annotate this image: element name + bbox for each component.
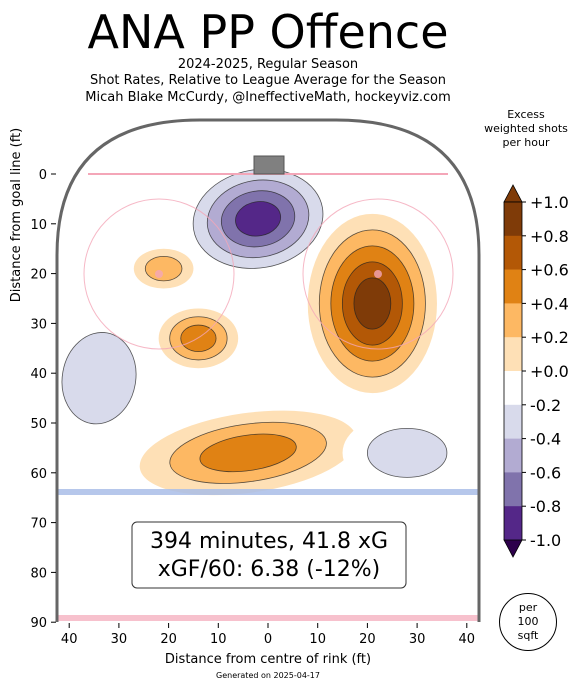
x-tick-label: 0 [264,632,272,647]
heatmap-region [199,433,297,473]
colorbar-tick-label: +0.6 [530,261,569,280]
y-tick-label: 10 [30,218,47,233]
y-tick-label: 0 [39,168,47,183]
colorbar-tick-label: -0.2 [530,396,561,415]
heatmap-region [366,427,448,478]
colorbar-overflow-bottom [503,539,523,558]
colorbar-tick-label: -1.0 [530,531,561,550]
y-tick-label: 30 [30,317,47,332]
subtitle-season: 2024-2025, Regular Season [177,57,359,72]
heatmap-layer [57,158,472,496]
y-tick-label: 50 [30,417,47,432]
colorbar-tick-label: -0.8 [530,497,561,516]
y-tick-label: 20 [30,268,47,283]
rink-boards [55,118,481,622]
colorbar-band [504,371,522,406]
stats-box [131,521,407,589]
colorbar-title-line: weighted shots [484,122,568,135]
colorbar-tick-label: +1.0 [530,193,569,212]
y-axis: 0 10 20 30 40 50 60 70 80 90 [30,168,56,631]
generated-note: Generated on 2025-04-17 [216,671,320,680]
colorbar-band [504,303,522,338]
chart-title: ANA PP Offence [87,5,449,59]
goal-net-icon [253,155,285,175]
colorbar-overflow-top [503,184,523,203]
colorbar-band [504,472,522,507]
colorbar-tick-label: +0.4 [530,294,569,313]
colorbar-band [504,235,522,270]
heatmap-region [353,277,392,330]
colorbar-band [504,337,522,372]
colorbar-tick-label: +0.2 [530,328,569,347]
colorbar-title-line: Excess [507,108,545,121]
per-area-badge: per 100 sqft [499,593,557,651]
x-tick-label: 30 [409,632,426,647]
x-tick-label: 20 [160,632,177,647]
y-tick-label: 40 [30,367,47,382]
x-tick-label: 40 [459,632,476,647]
colorbar-tick-label: +0.0 [530,362,569,381]
left-faceoff-dot [155,270,163,278]
right-faceoff-circle [302,198,454,350]
colorbar-title: Excess weighted shots per hour [478,108,574,150]
y-tick-label: 70 [30,517,47,532]
x-tick-label: 20 [359,632,376,647]
colorbar-tick-label: +0.8 [530,227,569,246]
colorbar-title-line: per hour [502,136,550,149]
colorbar-tick-label: -0.4 [530,430,561,449]
blue-line [57,489,479,495]
subtitle-description: Shot Rates, Relative to League Average f… [89,73,447,88]
per-area-line: 100 [517,615,539,628]
heatmap-region [61,332,137,425]
y-tick-label: 60 [30,467,47,482]
y-tick-label: 90 [30,616,47,631]
x-axis: 40 30 20 10 0 10 20 30 40 [61,623,475,647]
y-tick-label: 80 [30,566,47,581]
stats-xgf60: xGF/60: 6.38 (-12%) [158,557,381,582]
stats-minutes-xg: 394 minutes, 41.8 xG [150,529,388,554]
x-tick-label: 30 [111,632,128,647]
colorbar-tick-label: -0.6 [530,463,561,482]
colorbar-band [504,269,522,304]
x-tick-label: 10 [309,632,326,647]
colorbar-band [504,404,522,439]
colorbar: +1.0 +0.8 +0.6 +0.4 +0.2 +0.0 -0.2 -0.4 -0.6 -0.8… [503,184,569,558]
colorbar-band [504,202,522,237]
x-tick-label: 10 [210,632,227,647]
right-faceoff-dot [374,270,382,278]
heatmap-region [144,255,183,282]
y-axis-label: Distance from goal line (ft) [9,128,24,302]
colorbar-band [504,438,522,473]
centre-line [57,615,479,621]
heatmap-region [235,201,282,237]
x-axis-label: Distance from centre of rink (ft) [165,652,371,667]
colorbar-band [504,506,522,541]
per-area-line: per [518,601,538,614]
per-area-line: sqft [517,629,539,642]
subtitle-author: Micah Blake McCurdy, @IneffectiveMath, h… [85,90,451,105]
x-tick-label: 40 [61,632,78,647]
left-faceoff-circle [83,198,235,350]
